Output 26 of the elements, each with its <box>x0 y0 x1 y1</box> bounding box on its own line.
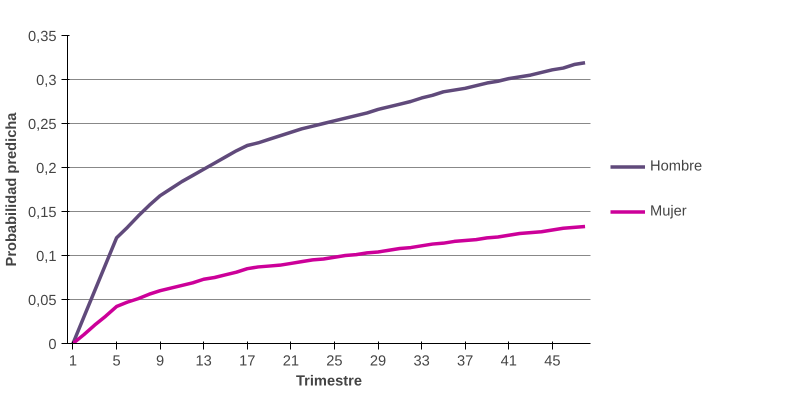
legend-label: Hombre <box>650 158 702 174</box>
y-tick-label: 0,05 <box>28 293 57 309</box>
y-tick-label: 0,35 <box>28 29 57 45</box>
y-tick-label: 0,2 <box>36 161 56 177</box>
y-tick-label: 0,1 <box>36 249 56 265</box>
y-tick-label: 0,3 <box>36 73 56 89</box>
x-tick-label: 21 <box>282 354 300 370</box>
y-tick-label: 0,25 <box>28 117 57 133</box>
line-series <box>71 224 587 344</box>
x-tick-label: 37 <box>457 354 474 370</box>
legend-label: Mujer <box>650 204 687 220</box>
y-axis-title: Probabilidad predicha <box>4 112 20 266</box>
x-tick-label: 25 <box>326 354 343 370</box>
x-tick-label: 41 <box>500 354 517 370</box>
x-tick-label: 1 <box>68 354 78 370</box>
x-tick-label: 29 <box>370 354 386 370</box>
x-tick-label: 33 <box>413 354 430 370</box>
x-tick-label: 17 <box>239 354 256 370</box>
x-tick-label: 5 <box>112 354 121 370</box>
y-tick-label: 0 <box>48 337 57 353</box>
x-axis-title: Trimestre <box>296 374 362 390</box>
line-series <box>71 61 587 344</box>
x-tick-label: 13 <box>196 354 212 370</box>
x-tick-label: 45 <box>544 354 561 370</box>
x-tick-label: 9 <box>156 354 164 370</box>
y-tick-label: 0,15 <box>28 205 57 221</box>
